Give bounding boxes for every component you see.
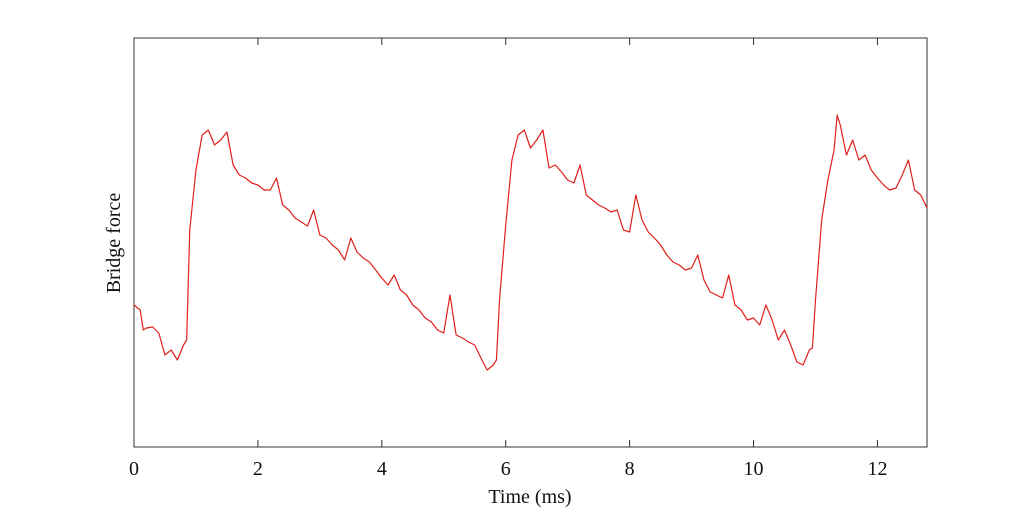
- x-tick-label: 4: [377, 458, 387, 480]
- x-tick-label: 12: [867, 458, 887, 480]
- y-axis-label: Bridge force: [103, 193, 125, 294]
- data-line: [133, 114, 928, 371]
- x-axis-label: Time (ms): [488, 486, 571, 508]
- x-tick-label: 10: [744, 458, 764, 480]
- x-tick-label: 2: [253, 458, 263, 480]
- x-tick-label: 0: [129, 458, 139, 480]
- x-tick-label: 6: [501, 458, 511, 480]
- plot-frame: [133, 37, 928, 448]
- x-tick-label: 8: [625, 458, 635, 480]
